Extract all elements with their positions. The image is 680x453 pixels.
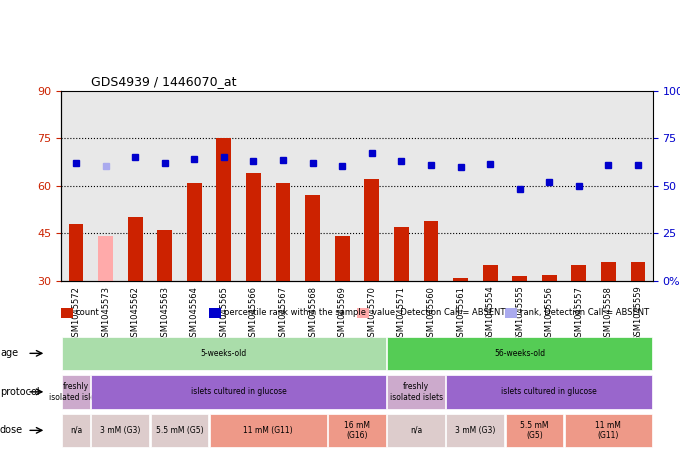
- Bar: [69, 224, 84, 281]
- FancyBboxPatch shape: [91, 414, 149, 447]
- Bar: [216, 138, 231, 281]
- FancyBboxPatch shape: [62, 375, 90, 409]
- Bar: [305, 195, 320, 281]
- Text: value, Detection Call = ABSENT: value, Detection Call = ABSENT: [372, 308, 505, 317]
- Text: rank, Detection Call = ABSENT: rank, Detection Call = ABSENT: [520, 308, 649, 317]
- Bar: [542, 275, 557, 281]
- Bar: [275, 183, 290, 281]
- Bar: [61, 308, 73, 318]
- Text: 56-weeks-old: 56-weeks-old: [494, 349, 545, 358]
- FancyBboxPatch shape: [62, 414, 90, 447]
- FancyBboxPatch shape: [505, 414, 563, 447]
- Bar: [98, 236, 113, 281]
- FancyBboxPatch shape: [388, 375, 445, 409]
- Bar: [571, 265, 586, 281]
- FancyBboxPatch shape: [564, 414, 652, 447]
- FancyBboxPatch shape: [151, 414, 208, 447]
- Bar: [157, 230, 172, 281]
- Text: 11 mM (G11): 11 mM (G11): [243, 426, 293, 435]
- FancyBboxPatch shape: [328, 414, 386, 447]
- Text: 11 mM
(G11): 11 mM (G11): [596, 421, 622, 440]
- FancyBboxPatch shape: [446, 375, 652, 409]
- FancyBboxPatch shape: [91, 375, 386, 409]
- Text: dose: dose: [0, 425, 23, 435]
- Text: islets cultured in glucose: islets cultured in glucose: [191, 387, 286, 396]
- Bar: [483, 265, 498, 281]
- Bar: [453, 278, 468, 281]
- Text: islets cultured in glucose: islets cultured in glucose: [501, 387, 597, 396]
- Bar: [246, 173, 261, 281]
- Text: 3 mM (G3): 3 mM (G3): [455, 426, 496, 435]
- Text: 5.5 mM (G5): 5.5 mM (G5): [156, 426, 203, 435]
- Text: count: count: [76, 308, 100, 317]
- Bar: [512, 276, 527, 281]
- Text: n/a: n/a: [410, 426, 422, 435]
- FancyBboxPatch shape: [62, 337, 386, 370]
- Text: 3 mM (G3): 3 mM (G3): [100, 426, 141, 435]
- Text: freshly
isolated islets: freshly isolated islets: [50, 382, 103, 401]
- Bar: [128, 217, 143, 281]
- Text: 5.5 mM
(G5): 5.5 mM (G5): [520, 421, 549, 440]
- Bar: [505, 308, 517, 318]
- Text: 16 mM
(G16): 16 mM (G16): [344, 421, 370, 440]
- FancyBboxPatch shape: [209, 414, 326, 447]
- FancyBboxPatch shape: [388, 337, 652, 370]
- Bar: [209, 308, 221, 318]
- Text: n/a: n/a: [70, 426, 82, 435]
- Bar: [601, 262, 616, 281]
- Text: 5-weeks-old: 5-weeks-old: [201, 349, 247, 358]
- Text: freshly
isolated islets: freshly isolated islets: [390, 382, 443, 401]
- Bar: [364, 179, 379, 281]
- Text: age: age: [0, 348, 18, 358]
- Bar: [630, 262, 645, 281]
- Bar: [187, 183, 202, 281]
- FancyBboxPatch shape: [388, 414, 445, 447]
- Text: percentile rank within the sample: percentile rank within the sample: [224, 308, 366, 317]
- Text: GDS4939 / 1446070_at: GDS4939 / 1446070_at: [91, 75, 236, 88]
- Bar: [424, 221, 439, 281]
- Bar: [335, 236, 350, 281]
- FancyBboxPatch shape: [446, 414, 504, 447]
- Bar: [357, 308, 369, 318]
- Text: protocol: protocol: [0, 387, 39, 397]
- Bar: [394, 227, 409, 281]
